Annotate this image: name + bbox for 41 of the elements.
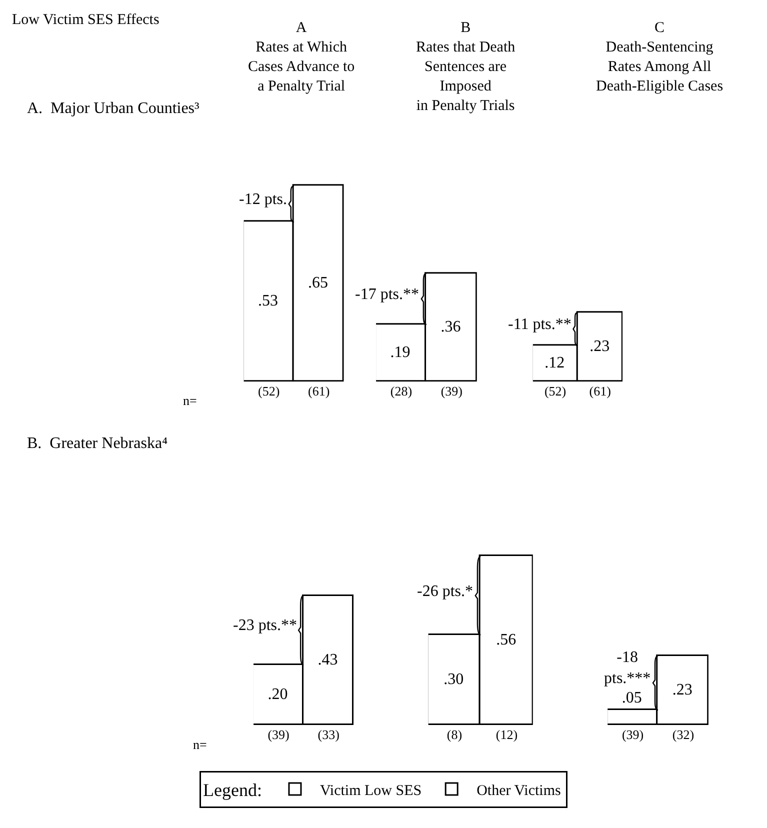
data-label: .36 [440,318,461,336]
data-label: .19 [390,344,410,361]
x-tick-label: (61) [589,384,611,399]
data-label: .56 [496,631,516,648]
x-tick-label: (32) [672,727,694,742]
x-tick-label: (33) [318,727,340,742]
x-tick-label: (61) [308,384,330,399]
x-axis-title: n= [183,393,197,408]
chart-title: B Rates that Death Sentences are Imposed in Penalty Trials [416,20,516,114]
x-tick-label: (52) [258,384,280,399]
x-tick-label: (12) [496,727,518,742]
x-tick-label: (39) [268,727,290,742]
annotation: -11 pts.** [508,316,572,333]
text: Low Victim SES Effects [12,12,160,28]
data-label: .23 [672,681,692,698]
data-label: .20 [268,686,288,703]
x-tick-label: (39) [440,384,462,399]
x-tick-label: (39) [622,727,644,742]
data-label: .65 [308,274,328,292]
x-tick-label: (28) [390,384,412,399]
annotation: -23 pts.** [233,617,297,634]
data-label: .23 [590,338,610,355]
text: C Death-Sentencing Rates Among All Death-Eligible Cases [596,20,724,94]
chart-title: A Rates at Which Cases Advance to a Penalty Trial [248,20,355,94]
data-label: .43 [318,651,338,668]
annotation: -12 pts. [239,191,287,208]
data-label: .12 [544,354,565,372]
data-label: .05 [622,689,642,706]
x-tick-label: (8) [446,727,462,742]
data-label: .30 [444,670,464,688]
annotation: -17 pts.** [355,286,419,303]
data-label: .53 [258,292,278,310]
legend-label: Victim Low SES [320,782,422,799]
text: A. Major Urban Counties³ [27,100,200,117]
x-tick-label: (52) [544,384,566,399]
annotation: -18 pts.*** [604,649,651,687]
text: B. Greater Nebraska⁴ [27,435,168,452]
legend-title: Legend: [203,780,262,800]
legend-label: Other Victims [476,782,561,799]
annotation: -26 pts.* [417,583,473,600]
x-axis-title: n= [193,737,207,752]
